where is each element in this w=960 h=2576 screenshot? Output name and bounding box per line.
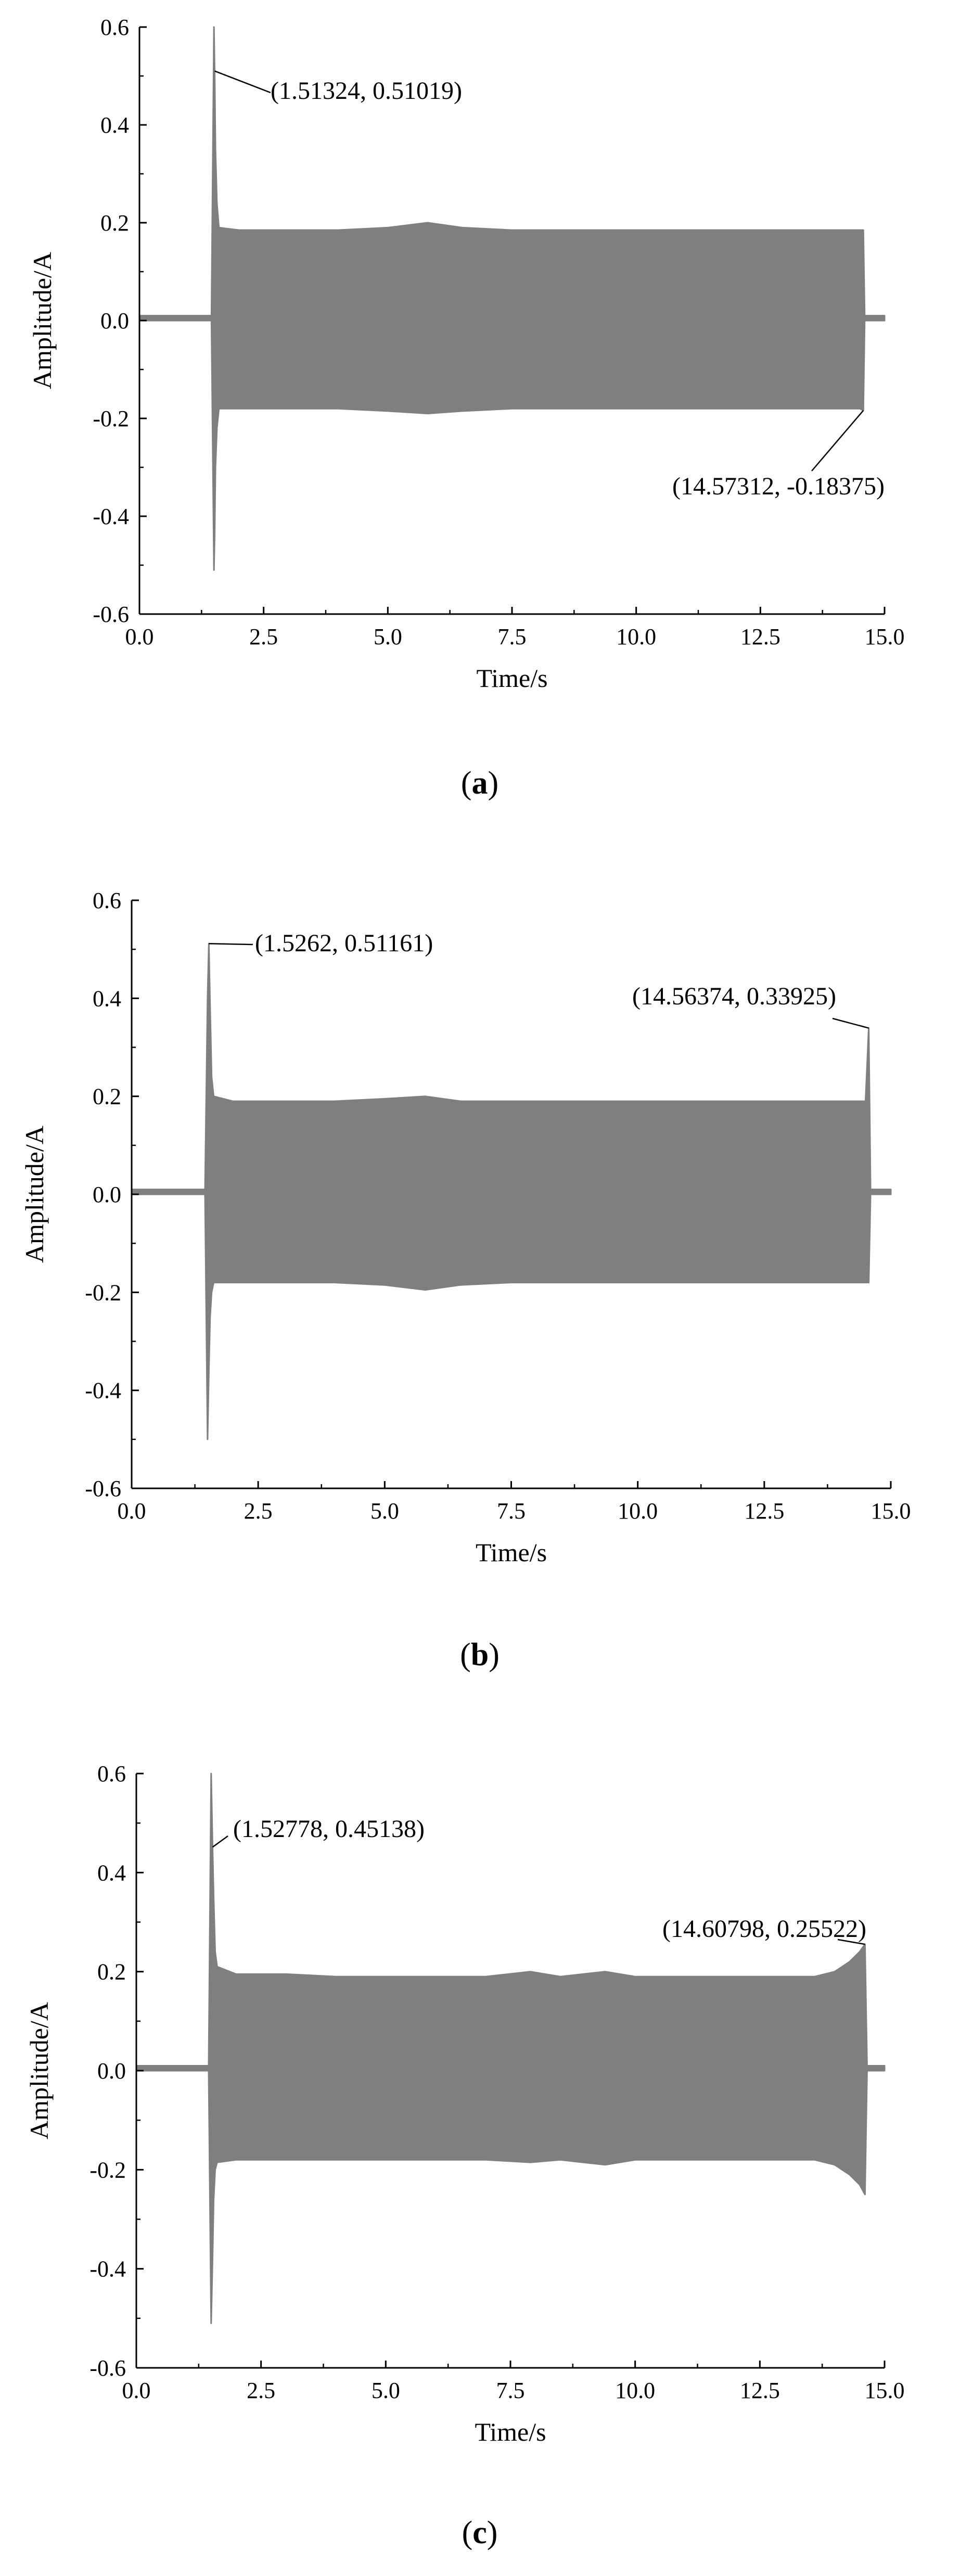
x-tick-label: 2.5 bbox=[244, 1498, 273, 1524]
y-tick-label: 0.4 bbox=[93, 986, 121, 1011]
y-tick-label: -0.4 bbox=[93, 504, 129, 529]
annotation-label: (14.56374, 0.33925) bbox=[632, 983, 836, 1010]
annotation-leader bbox=[214, 70, 271, 94]
annotation-label: (14.57312, -0.18375) bbox=[672, 473, 885, 500]
annotation-label: (1.51324, 0.51019) bbox=[271, 77, 462, 105]
annotation-leader bbox=[811, 410, 864, 471]
annotation-label: (1.52778, 0.45138) bbox=[233, 1815, 425, 1843]
y-tick-label: 0.4 bbox=[97, 1860, 126, 1885]
x-tick-label: 12.5 bbox=[744, 1498, 784, 1524]
y-tick-label: -0.2 bbox=[85, 1280, 121, 1305]
annotation-leader bbox=[837, 1939, 865, 1945]
chart-panel-b: 0.0 2.5 5.0 7.5 10.0 12.5 15.0 0.6 0.4 0.2 0.0 -0.2… bbox=[20, 888, 911, 1673]
x-axis-title: Time/s bbox=[476, 1538, 547, 1567]
chart-panel-c: 0.0 2.5 5.0 7.5 10.0 12.5 15.0 0.6 0.4 0.2 0.0 -0.2… bbox=[24, 1761, 905, 2551]
caption-open: ( bbox=[461, 766, 472, 801]
y-tick-label: 0.2 bbox=[97, 1959, 126, 1985]
annotation-leader bbox=[212, 1835, 228, 1848]
y-tick-label: 0.2 bbox=[100, 210, 129, 236]
y-tick-label: 0.6 bbox=[93, 888, 121, 913]
x-tick-label: 10.0 bbox=[615, 2378, 655, 2403]
x-tick-label: 7.5 bbox=[497, 1498, 526, 1524]
x-tick-label: 12.5 bbox=[740, 624, 780, 649]
x-tick-label: 10.0 bbox=[618, 1498, 658, 1524]
y-axis-title: Amplitude/A bbox=[24, 2002, 54, 2139]
x-tick-label: 0.0 bbox=[118, 1498, 146, 1524]
y-tick-label: -0.4 bbox=[89, 2256, 126, 2282]
y-tick-label: 0.2 bbox=[93, 1084, 121, 1110]
y-tick-label: -0.4 bbox=[85, 1378, 121, 1404]
caption-open: ( bbox=[462, 2515, 473, 2551]
caption-close: ) bbox=[489, 1637, 500, 1673]
signal-envelope bbox=[135, 1772, 886, 2324]
annotation-leader bbox=[832, 1017, 869, 1029]
y-tick-label: 0.6 bbox=[100, 15, 129, 40]
y-tick-label: -0.2 bbox=[93, 406, 129, 431]
y-tick-label: 0.0 bbox=[100, 308, 129, 334]
y-axis-title: Amplitude/A bbox=[28, 252, 57, 389]
x-tick-label: 2.5 bbox=[247, 2378, 275, 2403]
x-tick-label: 0.0 bbox=[122, 2378, 151, 2403]
y-tick-label: 0.0 bbox=[97, 2058, 126, 2084]
annotation-label: (1.5262, 0.51161) bbox=[255, 929, 433, 957]
annotation-label: (14.60798, 0.25522) bbox=[662, 1915, 866, 1943]
y-tick-label: -0.2 bbox=[89, 2157, 126, 2183]
caption-letter: b bbox=[471, 1637, 489, 1673]
caption-letter: c bbox=[472, 2515, 487, 2551]
x-tick-label: 15.0 bbox=[865, 624, 905, 649]
x-tick-label: 7.5 bbox=[498, 624, 527, 649]
x-tick-label: 5.0 bbox=[374, 624, 402, 649]
x-tick-label: 2.5 bbox=[249, 624, 278, 649]
y-axis-title: Amplitude/A bbox=[20, 1126, 49, 1263]
caption-close: ) bbox=[488, 766, 499, 801]
x-tick-label: 5.0 bbox=[370, 1498, 399, 1524]
y-tick-label: 0.0 bbox=[93, 1182, 121, 1207]
x-tick-label: 12.5 bbox=[740, 2378, 780, 2403]
y-tick-label: 0.4 bbox=[100, 112, 129, 138]
y-tick-label: 0.6 bbox=[97, 1761, 126, 1787]
x-tick-label: 15.0 bbox=[871, 1498, 911, 1524]
x-axis-title: Time/s bbox=[476, 664, 547, 693]
caption-letter: a bbox=[472, 766, 488, 801]
y-tick-label: -0.6 bbox=[93, 602, 129, 627]
y-tick-label: -0.6 bbox=[85, 1476, 121, 1501]
panel-caption: (a) bbox=[461, 766, 498, 801]
caption-open: ( bbox=[460, 1637, 471, 1673]
chart-panel-a: 0.0 2.5 5.0 7.5 10.0 12.5 15.0 0.6 0.4 0.2 0.0 -0.2… bbox=[28, 15, 905, 801]
panel-caption: (c) bbox=[462, 2515, 498, 2551]
x-tick-label: 7.5 bbox=[496, 2378, 525, 2403]
x-tick-label: 10.0 bbox=[616, 624, 656, 649]
annotation-leader bbox=[209, 942, 253, 946]
x-tick-label: 15.0 bbox=[865, 2378, 905, 2403]
x-axis-title: Time/s bbox=[475, 2417, 546, 2446]
x-tick-label: 5.0 bbox=[372, 2378, 400, 2403]
signal-envelope bbox=[131, 942, 892, 1440]
panel-caption: (b) bbox=[460, 1637, 500, 1673]
x-tick-label: 0.0 bbox=[125, 624, 154, 649]
caption-close: ) bbox=[487, 2515, 498, 2551]
y-tick-label: -0.6 bbox=[89, 2355, 126, 2381]
